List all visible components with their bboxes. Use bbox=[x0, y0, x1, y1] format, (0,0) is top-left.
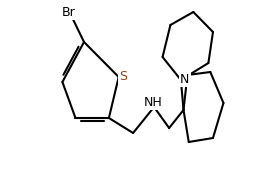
Text: S: S bbox=[119, 70, 127, 83]
Text: Br: Br bbox=[62, 6, 76, 19]
Text: N: N bbox=[180, 73, 190, 86]
Text: NH: NH bbox=[144, 96, 163, 109]
